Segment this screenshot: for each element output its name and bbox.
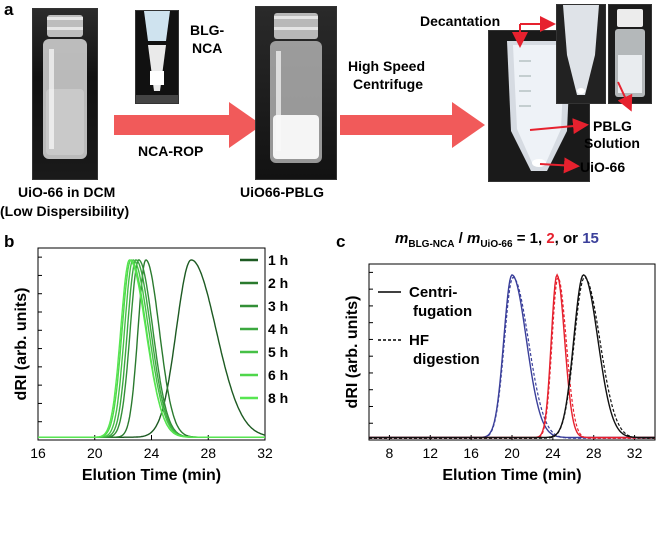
decanted-tube-photo [556, 4, 606, 104]
panel-b-letter: b [4, 232, 15, 251]
blg-nca-photo [135, 10, 179, 104]
legend-label: 6 h [268, 367, 288, 383]
x-tick-label: 32 [257, 445, 273, 461]
arrow-centrifuge [340, 102, 485, 148]
x-tick-label: 28 [200, 445, 216, 461]
decantation-label: Decantation [420, 13, 501, 29]
legend-label: 4 h [268, 321, 288, 337]
blg-label-line2: NCA [192, 40, 223, 56]
series-dashed-1 [369, 276, 655, 439]
blg-label-line1: BLG- [190, 22, 225, 38]
legend-label: 8 h [268, 390, 288, 406]
arrow-nca-rop-label: NCA-ROP [138, 143, 204, 159]
pblg-solution-vial-photo [608, 4, 652, 104]
arrow-centrifuge-label-line1: High Speed [348, 58, 426, 74]
title-m: m [395, 230, 409, 247]
x-tick-label: 20 [504, 445, 520, 461]
title-m2: m [466, 230, 481, 247]
legend-dashed-label-2: digestion [413, 351, 480, 368]
y-axis-label: dRI (arb. units) [13, 288, 30, 401]
chart-b: 16 20 24 28 32 Elution Time (min) dRI (arb. un… [13, 247, 288, 484]
panel-c-title: mBLG-NCA / mUiO-66 = 1, 2, or 15 [395, 230, 599, 250]
panel-c-letter: c [336, 232, 346, 251]
x-tick-label: 28 [586, 445, 602, 461]
pointer-arrows [512, 16, 633, 174]
vial1-caption-line1: UiO-66 in DCM [18, 184, 116, 200]
x-tick-label: 32 [627, 445, 643, 461]
vial-uio66-pblg-photo [255, 6, 337, 180]
legend-label: 5 h [268, 344, 288, 360]
y-axis-label: dRI (arb. units) [344, 296, 361, 409]
title-slash: / [454, 230, 467, 247]
legend-label: 1 h [268, 252, 288, 268]
centrifuge-tube-photo [488, 30, 590, 182]
pblg-label-line1: PBLG [593, 118, 632, 134]
x-tick-label: 16 [463, 445, 479, 461]
legend-dashed-label-1: HF [409, 332, 429, 349]
series-line-1 [369, 274, 655, 439]
series-line-8h [38, 259, 265, 438]
vial2-caption: UiO66-PBLG [240, 184, 325, 200]
x-tick-label: 16 [30, 445, 46, 461]
panel-a-letter: a [4, 0, 14, 19]
x-tick-label: 24 [545, 445, 561, 461]
pblg-label-line2: Solution [584, 135, 640, 151]
title-or: , or [554, 230, 583, 247]
x-axis-label: Elution Time (min) [82, 467, 221, 484]
vial-uio66-photo [32, 8, 98, 180]
legend-label: 3 h [268, 298, 288, 314]
legend-solid-label-2: fugation [413, 303, 472, 320]
title-value-15: 15 [582, 230, 599, 247]
x-tick-label: 12 [422, 445, 438, 461]
title-sub1: BLG-NCA [408, 239, 455, 250]
title-value-2: 2 [546, 230, 555, 247]
legend-label: 2 h [268, 275, 288, 291]
x-tick-label: 20 [87, 445, 103, 461]
x-axis-label: Elution Time (min) [442, 467, 581, 484]
x-tick-label: 8 [386, 445, 394, 461]
legend-solid-label-1: Centri- [409, 284, 457, 301]
chart-c: 8 12 16 20 24 28 32 Elution Time (min) dRI (arb.… [344, 263, 656, 484]
title-eq: = 1, [512, 230, 547, 247]
uio66-pellet-label: UiO-66 [580, 159, 626, 175]
title-sub2: UiO-66 [480, 239, 513, 250]
arrow-centrifuge-label-line2: Centrifuge [353, 76, 423, 92]
x-tick-label: 24 [144, 445, 160, 461]
series-line-5h [38, 259, 265, 438]
vial1-caption-line2: (Low Dispersibility) [0, 203, 130, 219]
arrow-nca-rop [114, 102, 262, 148]
